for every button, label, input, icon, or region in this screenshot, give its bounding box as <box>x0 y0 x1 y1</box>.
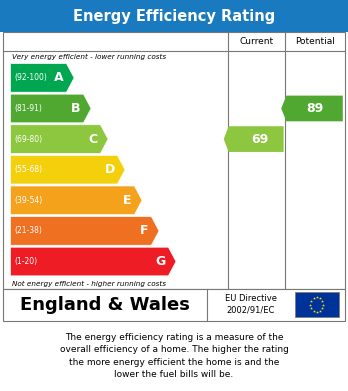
Text: B: B <box>71 102 81 115</box>
Text: EU Directive
2002/91/EC: EU Directive 2002/91/EC <box>224 294 277 315</box>
Text: Very energy efficient - lower running costs: Very energy efficient - lower running co… <box>12 54 166 60</box>
Text: Current: Current <box>239 37 274 46</box>
Text: (39-54): (39-54) <box>14 196 42 205</box>
Bar <box>0 0 348 32</box>
Bar <box>295 292 339 317</box>
Text: D: D <box>104 163 114 176</box>
Text: (21-38): (21-38) <box>14 226 42 235</box>
Text: 89: 89 <box>306 102 323 115</box>
Polygon shape <box>10 247 176 276</box>
Text: The energy efficiency rating is a measure of the
overall efficiency of a home. T: The energy efficiency rating is a measur… <box>60 333 288 379</box>
Polygon shape <box>10 63 74 92</box>
Text: C: C <box>88 133 98 145</box>
Text: A: A <box>54 72 64 84</box>
Polygon shape <box>10 186 142 215</box>
Text: England & Wales: England & Wales <box>20 296 190 314</box>
Text: F: F <box>140 224 149 237</box>
Bar <box>3 32 345 289</box>
Text: (1-20): (1-20) <box>14 257 37 266</box>
Text: E: E <box>123 194 132 207</box>
Text: 69: 69 <box>251 133 268 145</box>
Text: (81-91): (81-91) <box>14 104 42 113</box>
Text: Not energy efficient - higher running costs: Not energy efficient - higher running co… <box>12 281 166 287</box>
Text: Energy Efficiency Rating: Energy Efficiency Rating <box>73 9 275 23</box>
Text: G: G <box>155 255 166 268</box>
Polygon shape <box>281 96 343 121</box>
Polygon shape <box>224 126 284 152</box>
Polygon shape <box>10 155 125 184</box>
Text: (69-80): (69-80) <box>14 135 42 143</box>
Text: (55-68): (55-68) <box>14 165 42 174</box>
Text: Potential: Potential <box>295 37 335 46</box>
Polygon shape <box>10 217 159 245</box>
Text: (92-100): (92-100) <box>14 74 47 83</box>
Polygon shape <box>10 94 91 123</box>
Bar <box>3 289 345 321</box>
Polygon shape <box>10 125 108 153</box>
